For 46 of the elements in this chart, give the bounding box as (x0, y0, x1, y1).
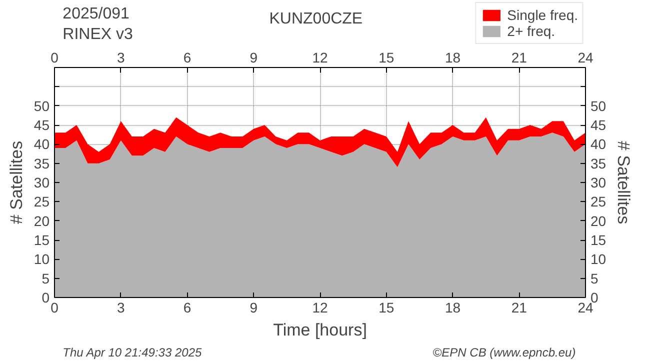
y2-tick-label: 20 (590, 212, 606, 229)
text: Thu Apr 10 21:49:33 2025 (62, 346, 202, 360)
x-tick-label: 18 (444, 300, 461, 316)
y-tick-label: 50 (34, 98, 50, 114)
x2-tick-label: 3 (116, 50, 125, 66)
x-axis-title: Time [hours] (273, 320, 367, 340)
x-tick-label: 15 (378, 300, 394, 316)
x2-tick-label: 21 (511, 50, 528, 66)
chart-title: KUNZ00CZE (269, 10, 363, 28)
x2-tick-label: 18 (444, 50, 461, 66)
y2-tick-label: 45 (590, 117, 606, 133)
x-tick-label: 21 (511, 300, 528, 316)
x2-tick-label: 24 (578, 50, 594, 66)
x-tick-label: 6 (183, 300, 192, 316)
text: ©EPN CB (www.epncb.eu) (432, 346, 576, 360)
x-tick-label: 12 (312, 300, 328, 316)
y-tick-label: 40 (34, 136, 50, 152)
x2-tick-label: 12 (312, 50, 328, 66)
legend-label: 2+ freq. (507, 23, 556, 39)
y2-tick-label: 0 (590, 290, 598, 306)
y-tick-label: 25 (34, 194, 50, 210)
y-tick-label: 35 (34, 155, 50, 172)
y2-tick-label: 40 (590, 136, 606, 152)
y-tick-label: 15 (34, 232, 50, 248)
x-tick-label: 3 (116, 300, 125, 316)
y2-tick-label: 50 (590, 98, 606, 114)
y2-tick-label: 15 (590, 232, 606, 248)
y-tick-label: 30 (34, 174, 50, 190)
y2-tick-label: 25 (590, 194, 606, 210)
x2-tick-label: 9 (250, 50, 258, 66)
y2-tick-label: 30 (590, 174, 606, 190)
chart-subtitle: 2025/091 RINEX v3 (62, 6, 134, 43)
y2-tick-label: 10 (590, 251, 606, 268)
y-axis-title: # Satellites (6, 140, 26, 224)
y-tick-label: 20 (34, 212, 50, 229)
y2-tick-label: 5 (590, 270, 598, 286)
y2-tick-label: 35 (590, 155, 606, 172)
legend-label: Single freq. (507, 7, 578, 23)
y-tick-label: 10 (34, 251, 50, 268)
y-tick-label: 45 (34, 117, 50, 133)
x-tick-label: 9 (250, 300, 258, 316)
x2-tick-label: 6 (183, 50, 192, 66)
y-tick-label: 0 (42, 290, 50, 306)
y2-axis-title: # Satellites (614, 140, 634, 224)
x2-tick-label: 15 (378, 50, 394, 66)
y-tick-label: 5 (42, 270, 50, 286)
